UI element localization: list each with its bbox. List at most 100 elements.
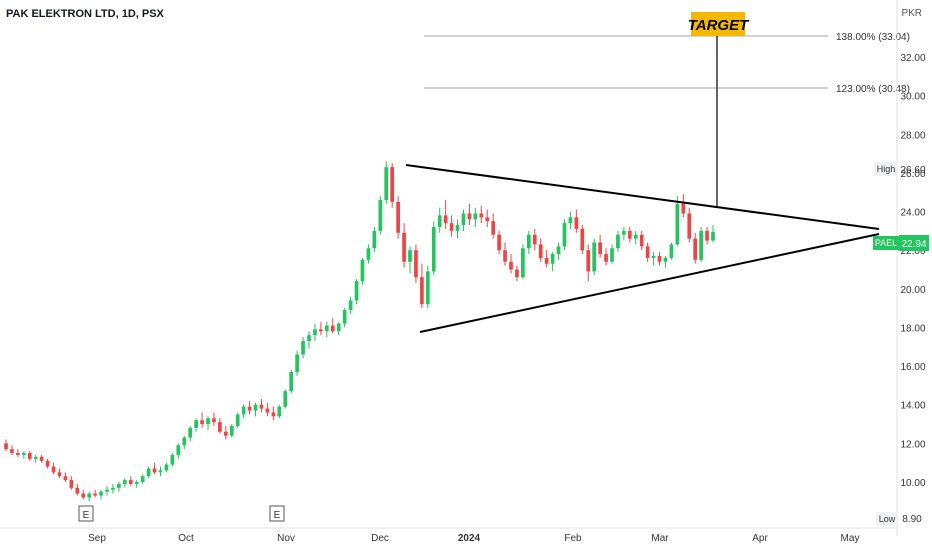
- candle-body: [336, 323, 341, 332]
- candle-body: [408, 250, 412, 262]
- candle: [4, 439, 8, 452]
- candle: [627, 227, 632, 243]
- candle-body: [4, 443, 8, 450]
- high-tag-label: High: [877, 164, 896, 174]
- candle-body: [289, 371, 294, 392]
- candle-body: [669, 244, 674, 258]
- price-axis-tick-label: 14.00: [900, 401, 925, 412]
- candle-body: [253, 404, 258, 411]
- candle: [301, 337, 305, 359]
- candle-body: [212, 418, 216, 423]
- candle-body: [229, 425, 234, 436]
- candle: [705, 227, 709, 245]
- candle-body: [45, 460, 50, 467]
- candle-body: [152, 468, 157, 473]
- time-axis-tick-label: Nov: [277, 533, 295, 544]
- candle: [128, 476, 133, 486]
- candle: [651, 252, 656, 266]
- candle: [639, 230, 644, 251]
- high-tag-value: 26.60: [900, 165, 925, 176]
- candle-body: [699, 230, 703, 260]
- candle: [330, 317, 335, 334]
- candle: [669, 242, 674, 260]
- candle-body: [21, 453, 26, 455]
- earnings-marker-1[interactable]: E: [78, 505, 94, 522]
- candle-body: [491, 221, 496, 235]
- candle: [212, 412, 216, 426]
- candle: [366, 244, 371, 264]
- candle-body: [598, 242, 602, 255]
- candle-body: [556, 246, 561, 255]
- candle: [467, 203, 472, 226]
- candle-body: [194, 420, 198, 428]
- candle-body: [182, 437, 187, 446]
- candle: [45, 458, 50, 469]
- candle: [69, 476, 74, 490]
- candle-body: [627, 230, 632, 239]
- candle: [81, 489, 86, 500]
- candle: [360, 257, 365, 285]
- candle: [622, 227, 626, 241]
- candle-body: [342, 310, 347, 324]
- candle: [324, 321, 329, 338]
- time-axis-tick-label: Sep: [88, 533, 106, 544]
- candle-body: [687, 213, 692, 239]
- candle-body: [176, 445, 181, 455]
- candle: [616, 230, 620, 253]
- candle-body: [259, 404, 264, 409]
- candle: [21, 451, 26, 459]
- candle: [295, 350, 299, 376]
- price-axis-tick-label: 10.00: [900, 478, 925, 489]
- candle-body: [295, 354, 299, 372]
- currency-label: PKR: [901, 8, 922, 19]
- candle-body: [420, 277, 424, 305]
- target-label-box: [691, 12, 745, 36]
- time-axis-tick-label: Apr: [752, 533, 768, 544]
- price-axis-tick-label: 22.00: [900, 246, 925, 257]
- candle-body: [681, 203, 686, 214]
- candle: [307, 331, 311, 349]
- candle-body: [663, 257, 668, 262]
- candle-body: [711, 232, 715, 241]
- price-axis-tick-label: 28.00: [900, 130, 925, 141]
- candle: [105, 485, 109, 496]
- candle-body: [657, 255, 662, 262]
- candle: [93, 489, 97, 498]
- candle: [681, 194, 686, 218]
- candle: [218, 418, 222, 434]
- candle: [140, 474, 145, 484]
- candle: [562, 219, 567, 251]
- candle: [283, 389, 288, 409]
- candle: [633, 230, 638, 245]
- candle-body: [330, 325, 335, 332]
- candle-body: [526, 234, 531, 249]
- candle-body: [307, 335, 311, 341]
- candle-body: [568, 217, 573, 224]
- candle: [515, 265, 519, 282]
- candle: [657, 252, 662, 266]
- candle-body: [223, 431, 228, 436]
- fib-label-138: 138.00% (33.04): [836, 32, 910, 43]
- candle-body: [503, 250, 507, 262]
- candle: [503, 242, 507, 266]
- candle-body: [313, 329, 317, 336]
- candle: [170, 453, 175, 467]
- candle-body: [562, 223, 567, 247]
- candle: [87, 491, 92, 502]
- high-tag-label-box: [874, 162, 898, 176]
- candle-body: [509, 261, 513, 270]
- earnings-marker-2[interactable]: E: [269, 505, 285, 522]
- candle-body: [283, 391, 288, 407]
- candle-body: [705, 230, 709, 241]
- candle-body: [99, 491, 103, 496]
- candle: [164, 462, 169, 473]
- candle-body: [39, 456, 44, 461]
- candles-layer: [4, 161, 715, 502]
- candle: [699, 227, 703, 262]
- candle-body: [170, 454, 175, 465]
- candle: [194, 418, 198, 432]
- candle-body: [319, 329, 323, 332]
- candle-body: [105, 489, 109, 492]
- price-tag-symbol: PAEL: [875, 238, 897, 248]
